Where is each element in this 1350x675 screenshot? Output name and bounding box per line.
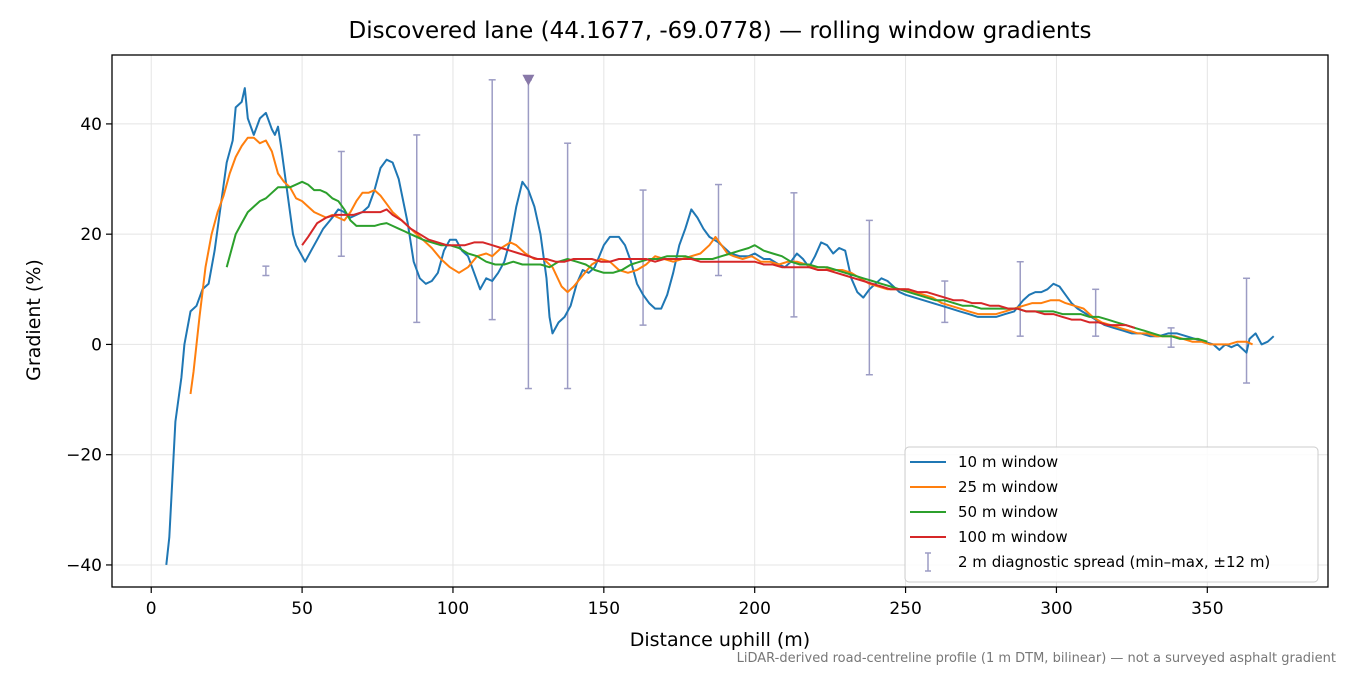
error-bar	[941, 280, 949, 324]
x-tick-label: 0	[146, 599, 157, 619]
legend-label: 10 m window	[958, 453, 1058, 471]
chart-title: Discovered lane (44.1677, -69.0778) — ro…	[348, 18, 1092, 44]
error-bar	[1167, 327, 1175, 348]
series-lines	[165, 87, 1275, 566]
x-tick-label: 150	[588, 599, 620, 619]
error-bar	[262, 265, 270, 277]
x-tick-label: 250	[889, 599, 921, 619]
footnote: LiDAR-derived road-centreline profile (1…	[736, 651, 1336, 666]
error-bar	[488, 79, 496, 321]
legend-label: 2 m diagnostic spread (min–max, ±12 m)	[958, 553, 1270, 571]
series-line-2	[189, 136, 1254, 395]
legend-label: 25 m window	[958, 478, 1058, 496]
max-marker	[522, 74, 535, 86]
x-tick-label: 300	[1040, 599, 1072, 619]
legend: 10 m window 25 m window 50 m window 100 m w…	[904, 446, 1319, 583]
max-marker-triangle	[522, 74, 535, 86]
error-bar	[1092, 288, 1100, 337]
x-tick-label: 50	[291, 599, 313, 619]
error-bars	[262, 79, 1251, 390]
error-bar	[714, 183, 722, 277]
legend-entry: 25 m window	[910, 478, 1058, 496]
x-tick-label: 100	[437, 599, 469, 619]
legend-label: 100 m window	[958, 528, 1068, 546]
legend-entry: 2 m diagnostic spread (min–max, ±12 m)	[925, 552, 1270, 572]
y-tick-label: 20	[80, 225, 102, 245]
error-bar	[413, 134, 421, 324]
y-tick-label: −20	[66, 446, 102, 466]
y-tick-label: 0	[91, 335, 102, 355]
error-bar	[564, 142, 572, 390]
x-tick-label: 350	[1191, 599, 1223, 619]
y-tick-label: 40	[80, 115, 102, 135]
x-tick-label: 200	[738, 599, 770, 619]
series-line-1	[165, 87, 1275, 566]
legend-box	[904, 446, 1319, 583]
legend-label: 50 m window	[958, 503, 1058, 521]
error-bar	[790, 192, 798, 318]
y-tick-label: −40	[66, 556, 102, 576]
legend-entry: 50 m window	[910, 503, 1058, 521]
plot-frame	[111, 54, 1329, 588]
axis-ticks: 0 50 100 150 200 250 300 350 −40 −20 0 20 40	[66, 115, 1223, 619]
legend-entry: 10 m window	[910, 453, 1058, 471]
x-axis-label: Distance uphill (m)	[630, 629, 810, 651]
y-axis-label: Gradient (%)	[23, 259, 45, 381]
error-bar	[865, 219, 873, 376]
series-line-4	[301, 208, 1136, 329]
error-bar	[1243, 277, 1251, 384]
legend-entry: 100 m window	[910, 528, 1068, 546]
error-bar	[1016, 260, 1024, 337]
error-bar	[639, 189, 647, 326]
